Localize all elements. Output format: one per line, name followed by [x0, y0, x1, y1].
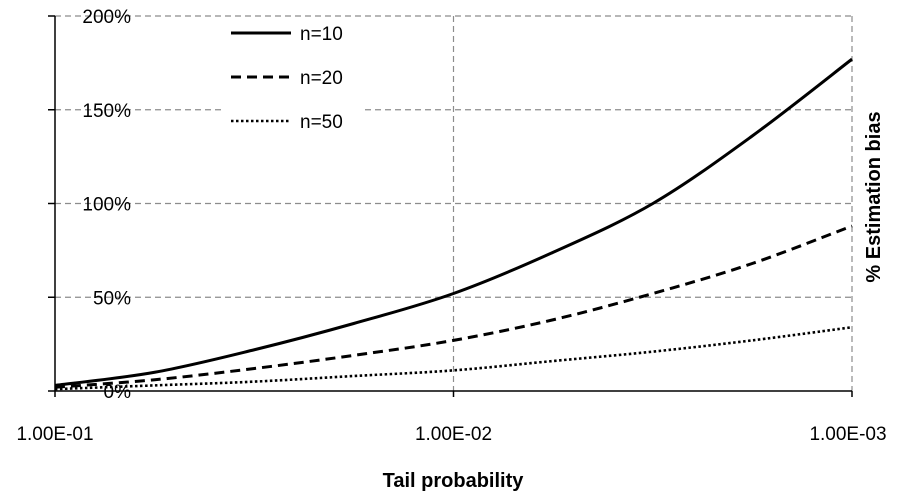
legend-background: [222, 63, 362, 91]
x-tick-label: 1.00E-02: [415, 424, 492, 445]
series-line-n-20: [54, 224, 853, 389]
legend: n=10 n=20 n=50: [222, 19, 362, 135]
series-line-n-10: [54, 57, 853, 387]
x-axis-label: Tail probability: [383, 470, 525, 492]
gridlines: [55, 15, 853, 391]
x-tick-label: 1.00E-03: [809, 424, 886, 445]
tick-labels: 0% 50% 100% 150% 200% 1.00E-01 1.00E-02 1.00E-0…: [16, 7, 886, 445]
y-axis-label: % Estimation bias: [863, 111, 885, 282]
legend-label: n=50: [300, 112, 343, 133]
y-tick-label: 50%: [93, 288, 131, 309]
axes: [48, 15, 853, 397]
series-lines: [54, 57, 853, 391]
x-tick-label: 1.00E-01: [16, 424, 93, 445]
y-tick-label: 100%: [82, 195, 131, 216]
y-tick-label: 150%: [82, 101, 131, 122]
legend-label: n=10: [300, 24, 343, 45]
legend-background: [222, 107, 362, 135]
y-tick-label: 0%: [104, 382, 132, 403]
y-tick-label: 200%: [82, 7, 131, 28]
legend-label: n=20: [300, 68, 343, 89]
